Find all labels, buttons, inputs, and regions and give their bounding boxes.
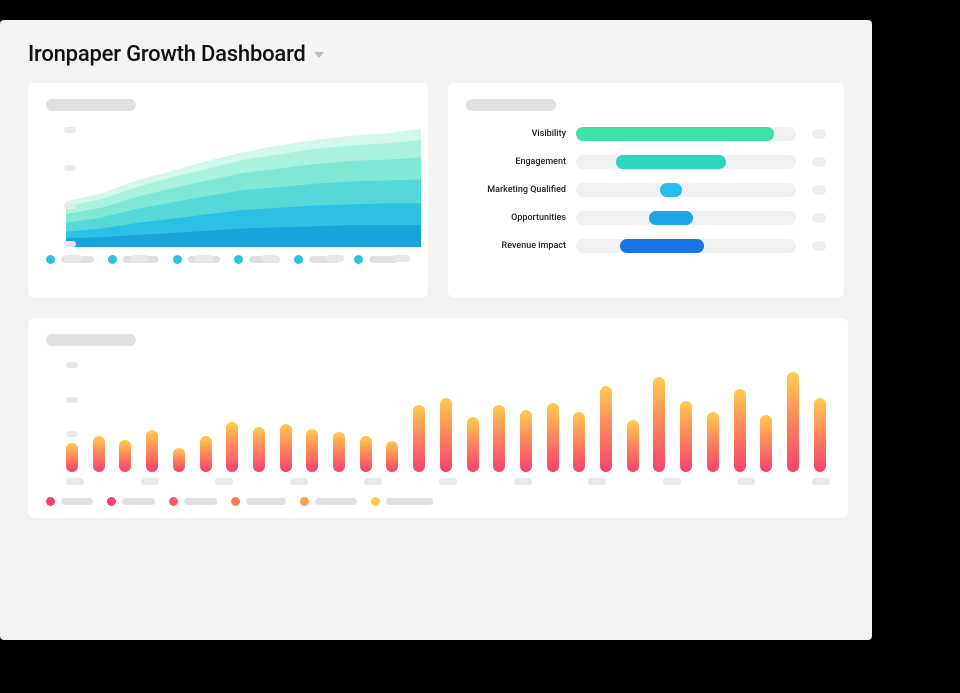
bar <box>306 429 318 472</box>
bar <box>787 372 799 472</box>
bar <box>547 403 559 472</box>
funnel-body: Visibility Engagement Marketing Qualifie… <box>466 127 826 253</box>
funnel-label: Revenue impact <box>466 241 566 251</box>
bar <box>280 424 292 472</box>
bar <box>760 415 772 472</box>
bar <box>333 432 345 472</box>
area-y-axis <box>64 127 82 247</box>
bar-x-axis <box>66 478 830 485</box>
legend-item[interactable] <box>107 497 155 506</box>
legend-dot-icon <box>107 497 116 506</box>
funnel-row: Marketing Qualified <box>466 183 826 197</box>
bars-area <box>66 362 826 472</box>
card-title-placeholder <box>466 99 556 111</box>
bar <box>146 430 158 472</box>
funnel-row: Visibility <box>466 127 826 141</box>
bar <box>573 412 585 472</box>
funnel-bar <box>616 155 726 169</box>
legend-dot-icon <box>169 497 178 506</box>
funnel-track <box>576 127 796 141</box>
bar <box>200 436 212 472</box>
area-chart <box>64 127 410 247</box>
legend-dot-icon <box>300 497 309 506</box>
funnel-card: Visibility Engagement Marketing Qualifie… <box>448 83 844 298</box>
card-title-placeholder <box>46 334 136 346</box>
bar <box>493 405 505 472</box>
bar <box>173 448 185 472</box>
funnel-value-placeholder <box>812 157 826 167</box>
bar <box>680 401 692 472</box>
bar <box>93 436 105 472</box>
legend-label-placeholder <box>61 498 93 505</box>
funnel-value-placeholder <box>812 129 826 139</box>
bars <box>66 372 826 472</box>
funnel-value-placeholder <box>812 213 826 223</box>
legend-dot-icon <box>46 255 55 264</box>
legend-dot-icon <box>46 497 55 506</box>
funnel-row: Revenue impact <box>466 239 826 253</box>
top-row: Visibility Engagement Marketing Qualifie… <box>28 83 844 298</box>
area-x-axis <box>64 255 410 262</box>
funnel-track <box>576 211 796 225</box>
bar <box>600 386 612 472</box>
legend-dot-icon <box>231 497 240 506</box>
area-chart-card <box>28 83 428 298</box>
bar <box>653 377 665 472</box>
bar-chart-card <box>28 318 848 518</box>
bar <box>814 398 826 472</box>
bar <box>467 417 479 472</box>
legend-label-placeholder <box>184 498 217 505</box>
bar <box>119 440 131 472</box>
legend-item[interactable] <box>231 497 286 506</box>
legend-label-placeholder <box>386 498 433 505</box>
funnel-value-placeholder <box>812 241 826 251</box>
dashboard-page: Ironpaper Growth Dashboard <box>0 20 872 640</box>
funnel-track <box>576 239 796 253</box>
page-title: Ironpaper Growth Dashboard <box>28 42 306 67</box>
funnel-bar <box>576 127 774 141</box>
funnel-label: Opportunities <box>466 213 566 223</box>
bar <box>440 398 452 472</box>
funnel-bar <box>620 239 704 253</box>
bar <box>627 420 639 472</box>
legend-item[interactable] <box>169 497 217 506</box>
area-chart-svg <box>66 127 421 247</box>
bar <box>226 422 238 472</box>
funnel-track <box>576 155 796 169</box>
legend-label-placeholder <box>122 498 155 505</box>
funnel-label: Engagement <box>466 157 566 167</box>
funnel-track <box>576 183 796 197</box>
legend-item[interactable] <box>371 497 433 506</box>
legend-label-placeholder <box>315 498 357 505</box>
bar <box>253 427 265 472</box>
bar <box>413 405 425 472</box>
bar <box>707 412 719 472</box>
legend-item[interactable] <box>46 497 93 506</box>
legend-dot-icon <box>371 497 380 506</box>
funnel-label: Marketing Qualified <box>466 185 566 195</box>
chevron-down-icon[interactable] <box>314 52 324 58</box>
funnel-bar <box>660 183 682 197</box>
bar <box>66 443 78 472</box>
bar <box>386 441 398 472</box>
funnel-bar <box>649 211 693 225</box>
funnel-value-placeholder <box>812 185 826 195</box>
bar-legend <box>46 497 830 506</box>
legend-label-placeholder <box>246 498 286 505</box>
title-row: Ironpaper Growth Dashboard <box>28 42 844 67</box>
bar <box>734 389 746 472</box>
legend-item[interactable] <box>300 497 357 506</box>
funnel-label: Visibility <box>466 129 566 139</box>
bar <box>520 410 532 472</box>
bar <box>360 436 372 472</box>
funnel-row: Engagement <box>466 155 826 169</box>
funnel-row: Opportunities <box>466 211 826 225</box>
card-title-placeholder <box>46 99 136 111</box>
